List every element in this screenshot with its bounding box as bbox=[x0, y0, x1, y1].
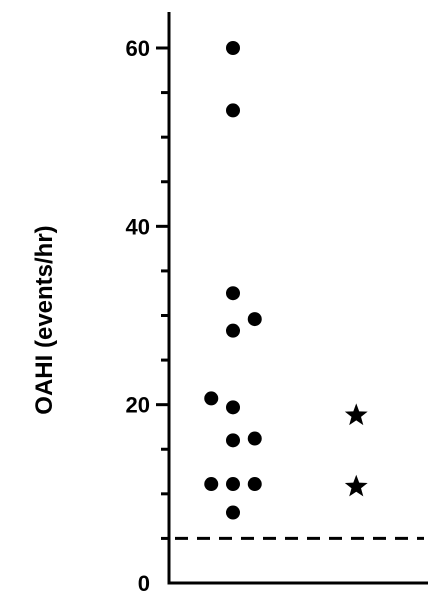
data-point-circle bbox=[247, 431, 262, 446]
axes: 0 20 40 60 bbox=[126, 12, 428, 596]
y-tick-label: 40 bbox=[126, 214, 150, 239]
data-point-circle bbox=[204, 391, 219, 406]
data-point-circle bbox=[226, 433, 240, 448]
data-point-star bbox=[344, 474, 368, 497]
data-point-star bbox=[344, 403, 368, 426]
data-point-circle bbox=[226, 103, 240, 118]
y-tick-label: 0 bbox=[138, 571, 150, 596]
data-point-circle bbox=[226, 477, 240, 492]
data-point-circle bbox=[226, 286, 240, 301]
data-point-circle bbox=[204, 477, 219, 492]
data-point-circle bbox=[247, 312, 262, 327]
y-ticks bbox=[156, 46, 169, 540]
data-point-circle bbox=[226, 400, 240, 415]
y-tick-label: 20 bbox=[126, 393, 150, 418]
data-point-circle bbox=[226, 505, 240, 520]
data-point-circle bbox=[247, 477, 262, 492]
y-tick-label: 60 bbox=[126, 36, 150, 61]
data-point-circle bbox=[226, 323, 240, 338]
data-points bbox=[204, 41, 368, 520]
y-tick-labels: 0 20 40 60 bbox=[126, 36, 150, 596]
y-axis-title: OAHI (events/hr) bbox=[31, 225, 58, 414]
data-point-circle bbox=[226, 41, 240, 55]
